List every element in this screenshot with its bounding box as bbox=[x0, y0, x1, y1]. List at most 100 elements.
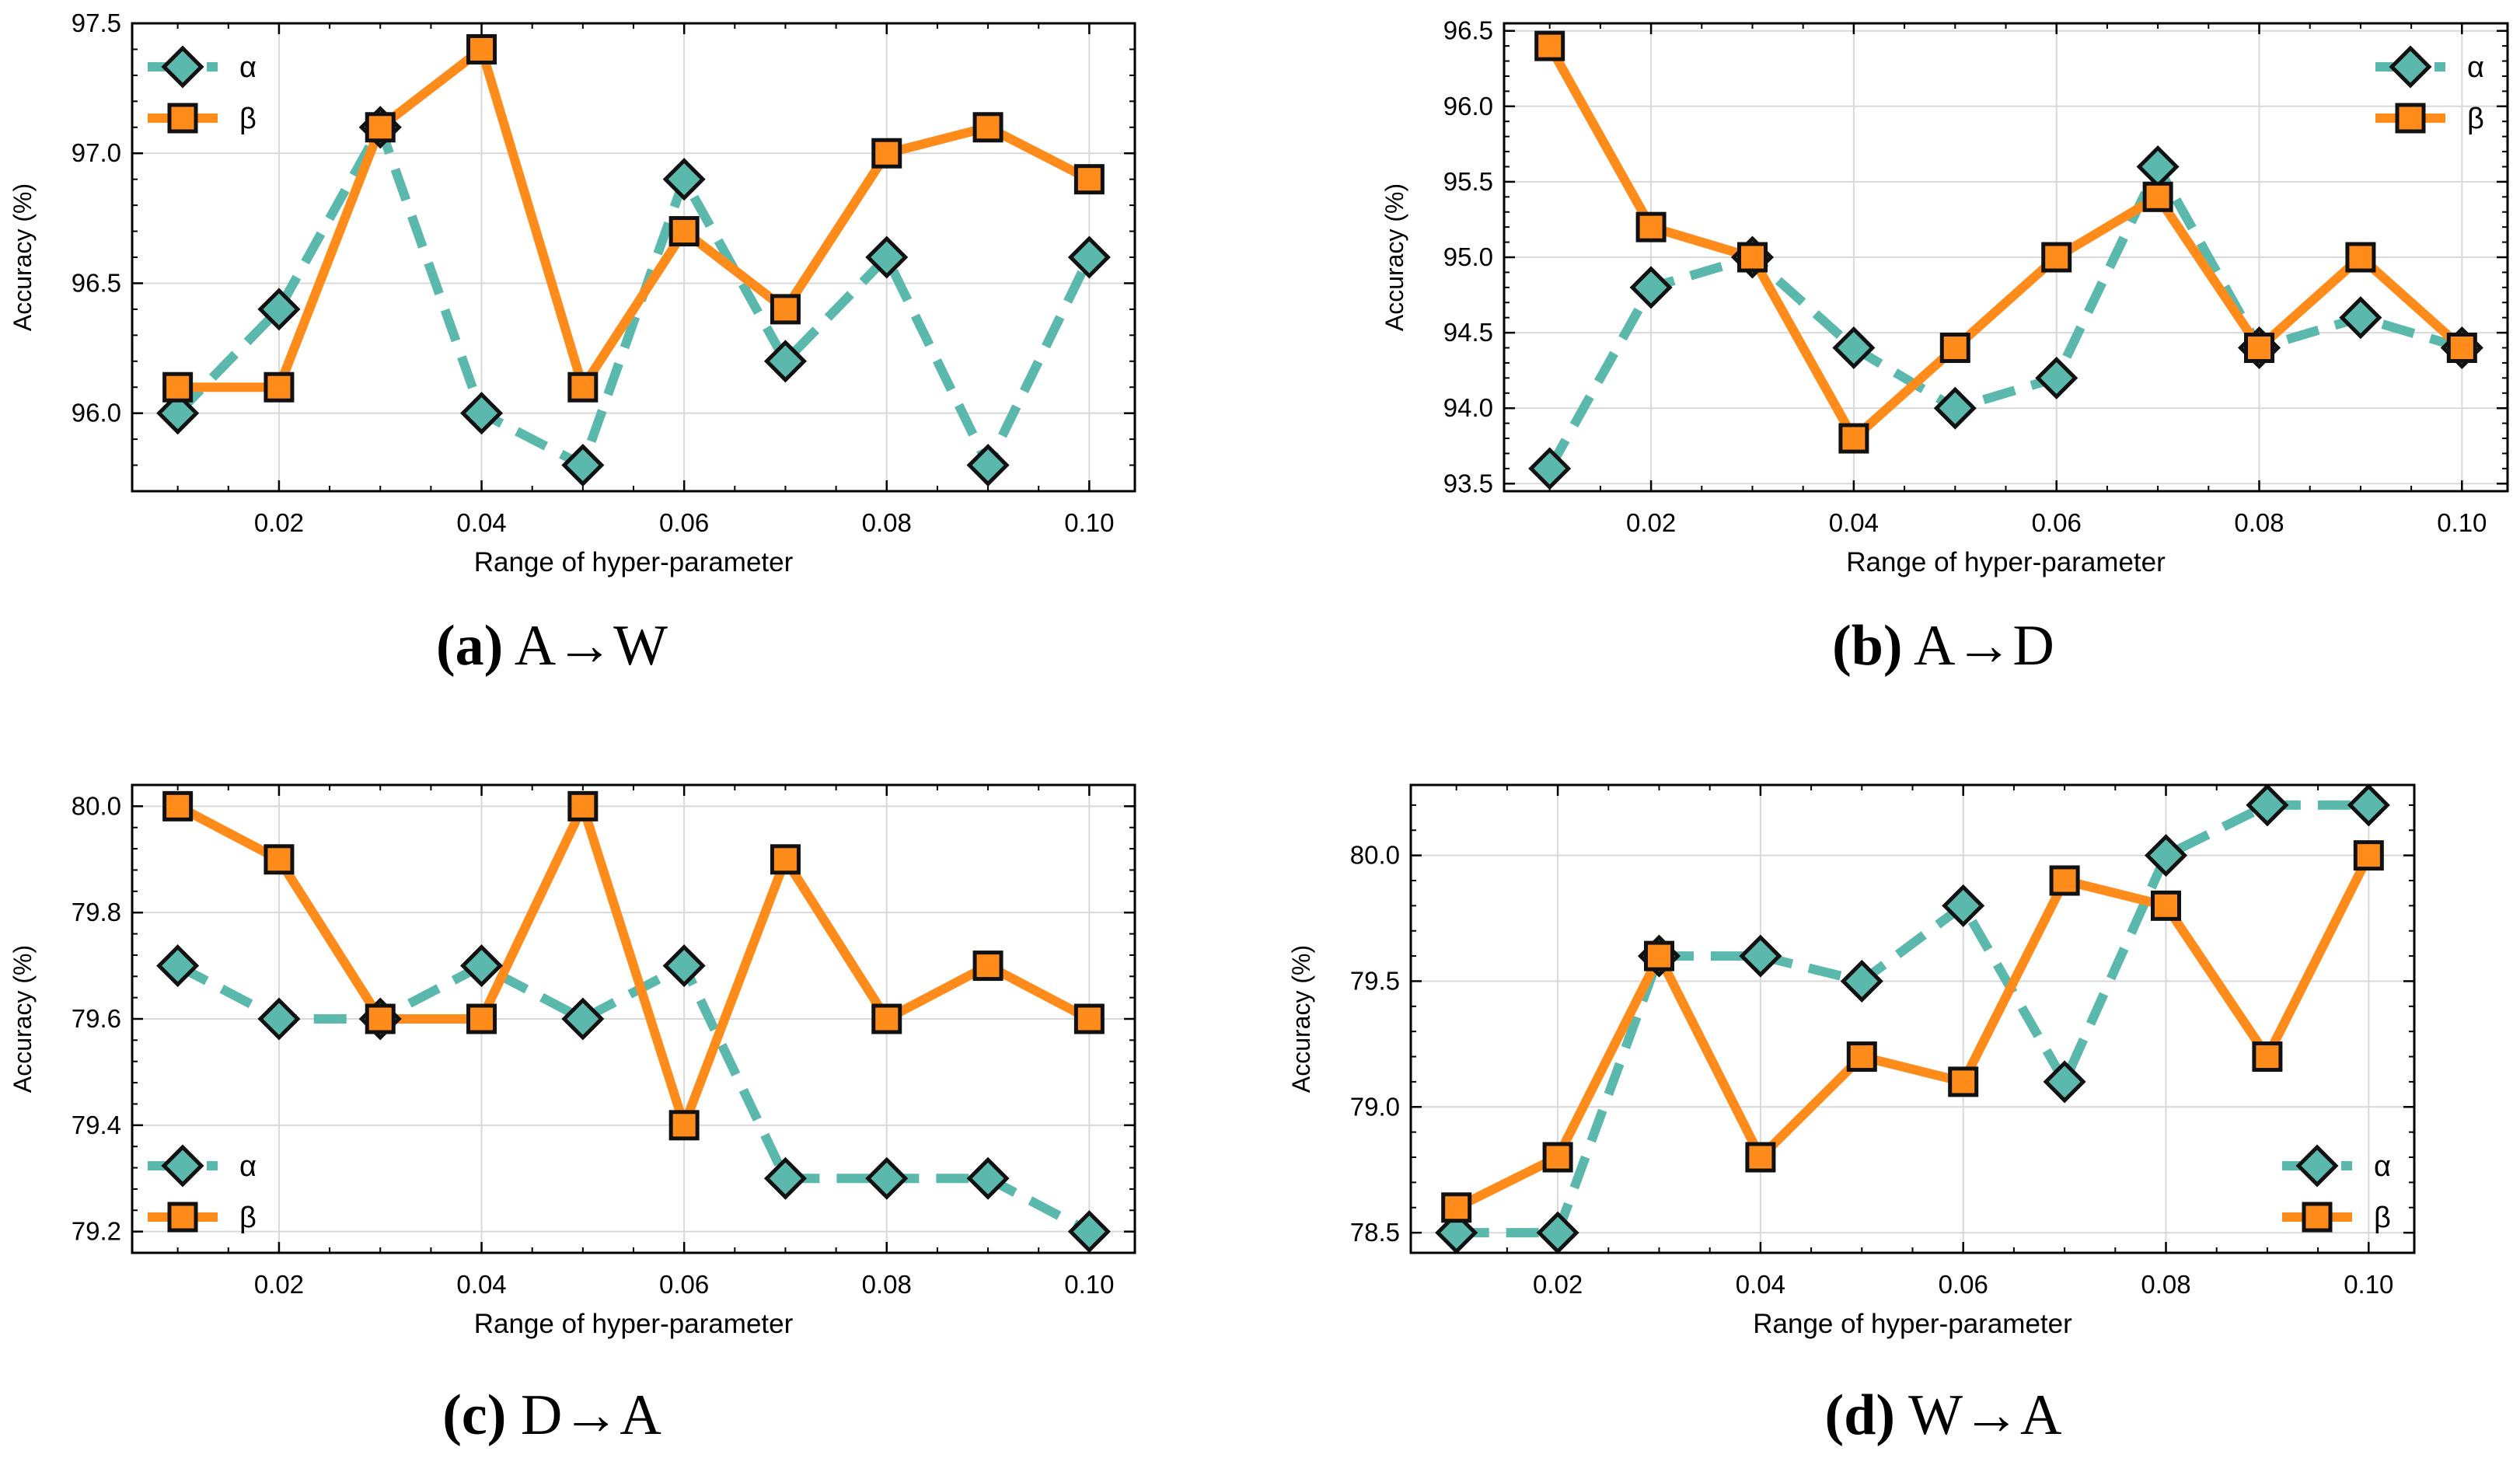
x-axis-label: Range of hyper-parameter bbox=[1753, 1309, 2072, 1339]
y-tick-label: 79.8 bbox=[72, 898, 121, 926]
data-point-beta bbox=[466, 33, 497, 65]
caption-text: D→A bbox=[506, 1383, 661, 1447]
chart-panels: 0.02 0.04 0.06 0.08 0.10 96.0 96.5 97.0 97.5 Rang… bbox=[9, 9, 2509, 1447]
y-tick-label: 96.0 bbox=[1443, 92, 1493, 120]
data-point-alpha bbox=[2347, 783, 2390, 827]
chart-panel-b: 0.02 0.04 0.06 0.08 0.10 93.5 94.0 94.5 95.0 95.5… bbox=[1380, 16, 2509, 678]
data-point-beta bbox=[1736, 242, 1768, 273]
x-tick-label: 0.10 bbox=[1064, 508, 1114, 537]
data-point-beta bbox=[1073, 1003, 1105, 1034]
data-point-beta bbox=[2041, 242, 2072, 273]
series-line-beta bbox=[1545, 44, 2466, 444]
caption-label: (a) bbox=[436, 614, 503, 678]
axes-frame bbox=[131, 783, 1136, 1254]
x-tick-label: 0.08 bbox=[2234, 508, 2284, 537]
y-tick-label: 79.5 bbox=[1350, 966, 1400, 995]
y-tick-label: 94.5 bbox=[1443, 318, 1493, 347]
data-point-beta bbox=[2353, 840, 2384, 871]
data-point-alpha bbox=[1528, 447, 1572, 490]
data-point-alpha bbox=[460, 944, 504, 988]
data-point-beta bbox=[871, 138, 902, 169]
data-point-alpha bbox=[257, 997, 301, 1041]
data-point-alpha bbox=[156, 944, 200, 988]
data-point-alpha bbox=[2035, 356, 2078, 399]
data-point-beta bbox=[1542, 1142, 1573, 1173]
axes-frame bbox=[1409, 783, 2416, 1254]
data-point-alpha bbox=[2144, 834, 2188, 877]
x-tick-label: 0.06 bbox=[1939, 1270, 1988, 1299]
data-point-alpha bbox=[1942, 884, 1985, 927]
x-tick-label: 0.04 bbox=[1736, 1270, 1785, 1299]
data-point-alpha bbox=[763, 340, 807, 383]
data-point-beta bbox=[264, 371, 295, 403]
legend-marker-alpha bbox=[2389, 45, 2432, 89]
legend-marker-beta bbox=[2395, 103, 2426, 134]
legend-label-beta: β bbox=[2467, 103, 2484, 135]
data-point-beta bbox=[2151, 890, 2182, 921]
data-point-alpha bbox=[1629, 266, 1673, 309]
y-tick-label: 79.0 bbox=[1350, 1092, 1400, 1121]
y-axis-label: Accuracy (%) bbox=[9, 183, 37, 331]
data-point-beta bbox=[365, 112, 396, 143]
x-tick-label: 0.02 bbox=[1626, 508, 1676, 537]
y-tick-label: 80.0 bbox=[1350, 841, 1400, 870]
x-tick-label: 0.08 bbox=[2141, 1270, 2190, 1299]
series-line-beta bbox=[1454, 853, 2373, 1212]
data-point-alpha bbox=[763, 1156, 807, 1200]
x-tick-label: 0.06 bbox=[659, 508, 709, 537]
data-point-alpha bbox=[1832, 326, 1876, 370]
x-tick-label: 0.10 bbox=[2344, 1270, 2393, 1299]
legend-label-alpha: α bbox=[239, 1150, 257, 1183]
data-point-beta bbox=[1534, 30, 1565, 61]
data-point-beta bbox=[1838, 423, 1869, 454]
y-tick-label: 93.5 bbox=[1443, 469, 1493, 497]
data-point-beta bbox=[2345, 242, 2376, 273]
data-point-alpha bbox=[1739, 934, 1782, 978]
data-point-alpha bbox=[966, 444, 1010, 487]
data-point-alpha bbox=[1840, 959, 1883, 1003]
caption-text: W→A bbox=[1895, 1383, 2061, 1447]
data-point-alpha bbox=[1536, 1211, 1579, 1254]
data-point-beta bbox=[1846, 1041, 1877, 1073]
series-line-beta bbox=[177, 44, 1092, 392]
data-point-beta bbox=[1441, 1192, 1472, 1223]
series-line-beta bbox=[175, 801, 1092, 1130]
legend-marker-beta bbox=[167, 103, 198, 134]
data-point-beta bbox=[1745, 1142, 1776, 1173]
x-tick-label: 0.10 bbox=[1064, 1270, 1114, 1299]
data-point-beta bbox=[668, 1110, 700, 1141]
x-tick-label: 0.08 bbox=[862, 508, 912, 537]
chart-panel-c: 0.02 0.04 0.06 0.08 0.10 79.2 79.4 79.6 79.8 80.0… bbox=[9, 783, 1136, 1447]
legend-marker-alpha bbox=[161, 1144, 204, 1188]
data-point-alpha bbox=[257, 288, 301, 331]
y-tick-label: 79.6 bbox=[72, 1004, 121, 1033]
legend-a: αβ bbox=[148, 45, 257, 135]
data-point-alpha bbox=[2043, 1060, 2086, 1104]
y-tick-label: 95.5 bbox=[1443, 167, 1493, 196]
y-tick-label: 97.0 bbox=[72, 138, 121, 167]
x-tick-label: 0.04 bbox=[1829, 508, 1879, 537]
caption-b: (b) A→D bbox=[1832, 614, 2054, 678]
data-point-beta bbox=[162, 371, 194, 403]
axes-frame bbox=[1503, 22, 2509, 493]
x-axis-label: Range of hyper-parameter bbox=[474, 547, 794, 577]
data-point-beta bbox=[2049, 865, 2080, 896]
data-point-alpha bbox=[1067, 235, 1111, 279]
legend-marker-beta bbox=[2302, 1202, 2333, 1233]
data-point-beta bbox=[1948, 1066, 1979, 1097]
data-point-beta bbox=[365, 1003, 396, 1034]
x-tick-label: 0.06 bbox=[2032, 508, 2082, 537]
data-point-alpha bbox=[662, 944, 706, 988]
x-tick-label: 0.02 bbox=[254, 508, 304, 537]
legend-label-beta: β bbox=[2374, 1202, 2391, 1234]
data-point-alpha bbox=[865, 1156, 909, 1200]
y-tick-label: 95.0 bbox=[1443, 242, 1493, 271]
data-point-alpha bbox=[561, 444, 605, 487]
data-point-beta bbox=[2142, 181, 2173, 212]
data-point-beta bbox=[1635, 211, 1667, 242]
data-point-alpha bbox=[1067, 1210, 1111, 1254]
series-line-alpha bbox=[174, 122, 1094, 470]
legend-label-alpha: α bbox=[2374, 1150, 2391, 1183]
data-point-beta bbox=[2244, 333, 2275, 364]
y-tick-label: 96.5 bbox=[72, 268, 121, 297]
